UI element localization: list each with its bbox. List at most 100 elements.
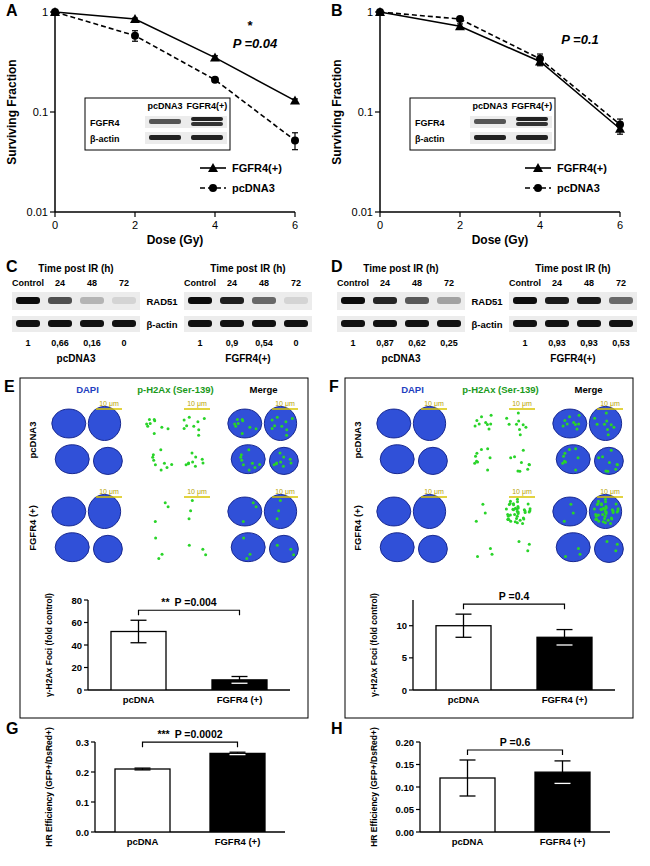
significance-bracket [468, 750, 563, 755]
rad51-band [373, 297, 397, 304]
focus [284, 420, 287, 423]
focus [611, 508, 614, 511]
micrograph [45, 398, 130, 483]
scale-bar [597, 408, 623, 410]
panel-letter: A [6, 2, 18, 19]
nucleus [55, 533, 89, 562]
lane-label: 24 [227, 278, 237, 288]
inset-frame [410, 98, 555, 150]
scale-bar-label: 10 μm [187, 400, 207, 408]
focus [529, 507, 532, 510]
focus [517, 419, 520, 422]
focus [480, 415, 483, 418]
focus [491, 553, 494, 556]
error-cap [537, 64, 543, 65]
lane-label: 24 [552, 278, 562, 288]
focus [601, 513, 604, 516]
y-tick-label: 0.01 [27, 206, 48, 218]
focus [610, 423, 613, 426]
y-tick [416, 809, 420, 810]
y-tick [84, 644, 88, 645]
y-tick [375, 211, 380, 212]
focus [159, 448, 162, 451]
x-tick-label: pcDNA [127, 836, 159, 847]
nucleus [556, 533, 590, 562]
lane-label: 72 [616, 278, 626, 288]
marker [208, 163, 218, 172]
micrograph [458, 486, 543, 571]
error-cap [230, 752, 246, 753]
focus [242, 463, 245, 466]
y-tick-label: 0.2 [76, 767, 89, 778]
scale-bar-label: 10 μm [99, 400, 119, 408]
significance-bracket [464, 604, 565, 609]
quant-label: 0,93 [548, 338, 566, 348]
blot-strip [470, 116, 552, 128]
focus [593, 417, 596, 420]
nucleus [553, 409, 587, 438]
blot-band [191, 135, 223, 140]
quant-label: 1 [350, 338, 355, 348]
row-label: β-actin [471, 319, 502, 330]
actin-band [252, 320, 276, 327]
inset-column-label: pcDNA3 [147, 101, 182, 111]
focus [616, 543, 619, 546]
focus [194, 465, 197, 468]
focus [187, 462, 190, 465]
focus [519, 433, 522, 436]
quant-label: 0,16 [83, 338, 101, 348]
actin-band [513, 320, 537, 327]
scale-bar-label: 10 μm [187, 488, 207, 496]
focus [610, 517, 613, 520]
focus [291, 417, 294, 420]
focus [509, 520, 512, 523]
focus [163, 462, 166, 465]
focus [603, 423, 606, 426]
y-tick-label: 0.1 [358, 106, 373, 118]
y-tick [91, 771, 95, 772]
focus [605, 419, 608, 422]
y-tick-label: 0 [77, 685, 82, 696]
group-label: FGFR4(+) [225, 353, 270, 364]
focus [289, 461, 292, 464]
focus [601, 455, 604, 458]
row-label: pcDNA3 [352, 422, 363, 459]
y-tick [91, 831, 95, 832]
blot-band [191, 117, 223, 121]
legend-label: FGFR4(+) [557, 162, 607, 174]
legend-label: pcDNA3 [232, 182, 275, 194]
column-label: p-H2Ax (Ser-139) [462, 384, 539, 395]
quant-label: 1 [197, 338, 202, 348]
scale-bar [421, 496, 447, 498]
blot-band [474, 119, 506, 124]
error-cap [131, 642, 147, 643]
blot-header: Time post IR (h) [363, 263, 438, 274]
blot-header: Time post IR (h) [535, 263, 610, 274]
lane-label: 48 [259, 278, 269, 288]
nucleus [589, 407, 621, 441]
annotation-part: ** [161, 596, 170, 608]
micrograph [221, 486, 306, 571]
blot-band [516, 122, 548, 126]
error-bar [138, 620, 139, 643]
actin-band [80, 320, 104, 327]
error-cap [456, 613, 472, 614]
marker [536, 55, 544, 63]
lane-label: 24 [380, 278, 390, 288]
focus [614, 549, 617, 552]
focus [602, 520, 605, 523]
focus [255, 505, 258, 508]
blot-band [149, 119, 181, 124]
actin-band [188, 320, 212, 327]
focus [194, 455, 197, 458]
focus [201, 458, 204, 461]
row-label: RAD51 [146, 296, 178, 307]
focus [204, 553, 207, 556]
error-cap [292, 132, 298, 133]
rad51-band [252, 297, 276, 304]
marker [51, 8, 59, 16]
quant-label: 0,9 [226, 338, 239, 348]
error-bar [239, 677, 240, 684]
scale-bar [96, 496, 122, 498]
group-label: FGFR4(+) [550, 353, 595, 364]
